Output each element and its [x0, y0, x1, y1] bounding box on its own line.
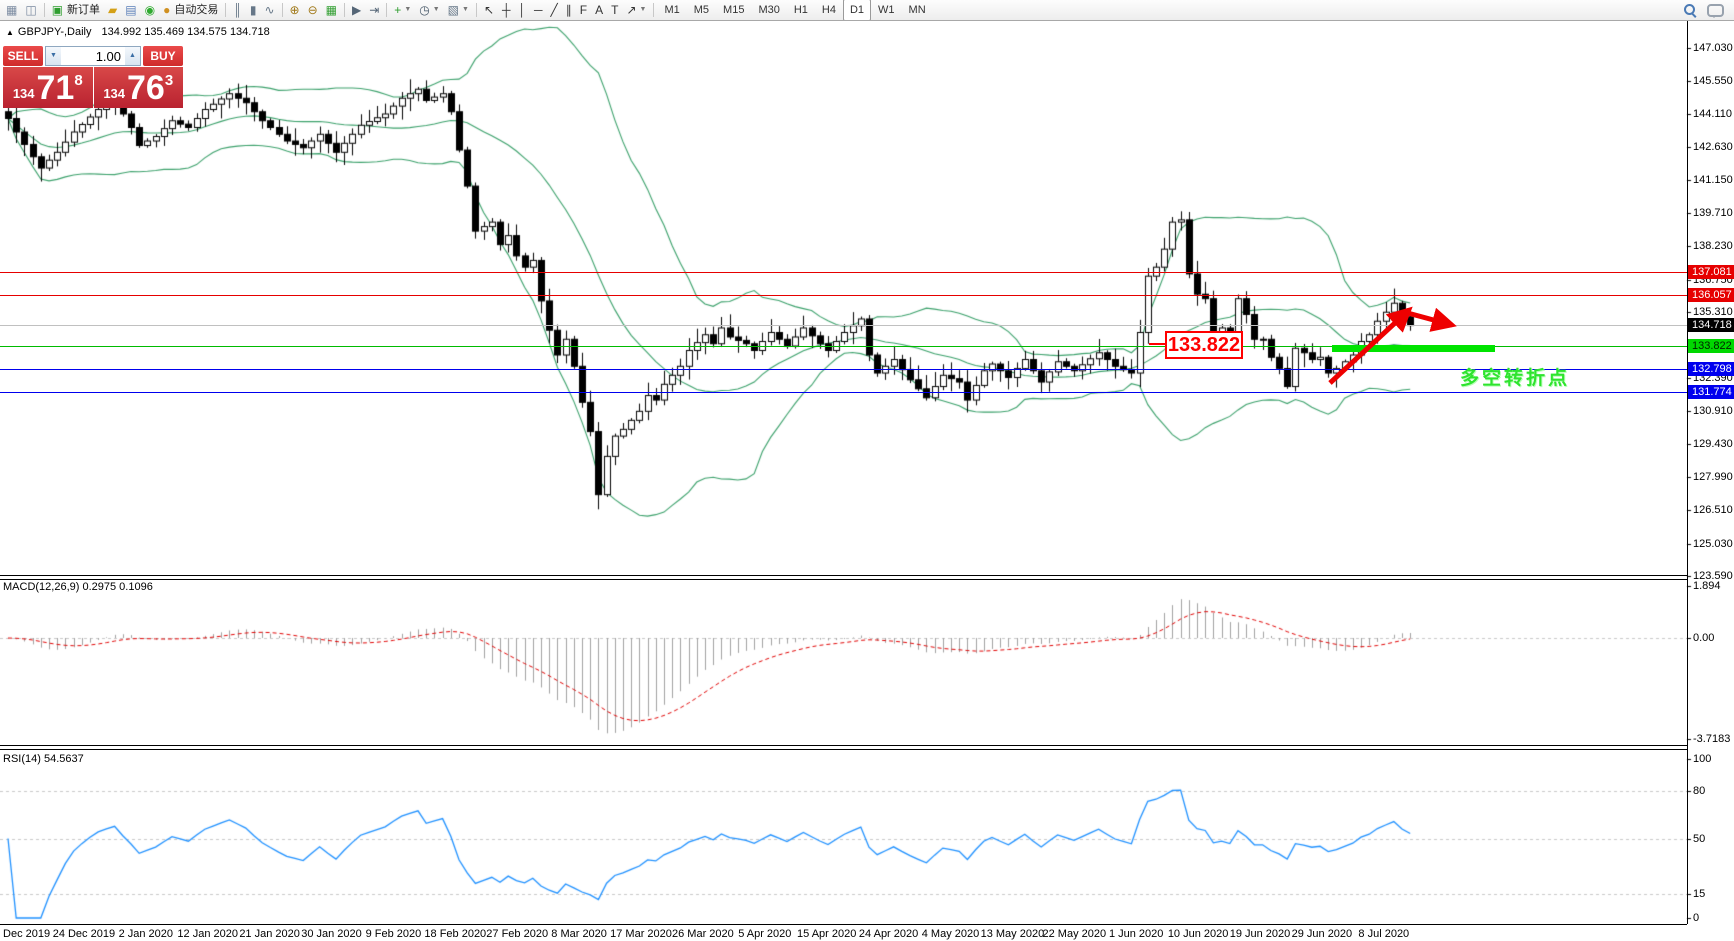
resistance-line[interactable] — [0, 295, 1687, 296]
buy-button[interactable]: BUY — [143, 46, 183, 66]
rsi-axis-label: 15 — [1693, 888, 1706, 901]
date-label: 29 Jun 2020 — [1291, 928, 1353, 940]
price-tick-label: 138.230 — [1693, 240, 1733, 253]
date-label: 2 Jan 2020 — [118, 928, 174, 940]
turning-point-note[interactable]: 多空转折点 — [1460, 368, 1571, 389]
buy-price-main: 76 — [127, 68, 165, 107]
price-level-tag: 131.774 — [1688, 385, 1734, 399]
macd-indicator-label: MACD(12,26,9) 0.2975 0.1096 — [3, 581, 153, 593]
sell-price-prefix: 134 — [12, 86, 35, 101]
date-label: 21 Jan 2020 — [239, 928, 300, 940]
price-level-tag: 132.798 — [1688, 362, 1734, 376]
resistance-line[interactable] — [0, 272, 1687, 273]
pane-separator[interactable] — [0, 575, 1687, 576]
price-level-tag: 134.718 — [1688, 318, 1734, 332]
rsi-axis-label: 50 — [1693, 832, 1706, 845]
support-line[interactable] — [0, 369, 1687, 370]
price-callout-textbox[interactable]: 133.822 — [1165, 331, 1243, 359]
date-label: 15 Apr 2020 — [797, 928, 857, 940]
date-label: 17 Mar 2020 — [610, 928, 672, 940]
current-price-line — [0, 325, 1687, 326]
ohlc-values: 134.992 135.469 134.575 134.718 — [101, 26, 270, 38]
date-label: 5 Dec 2019 — [0, 928, 51, 940]
price-level-tag: 133.822 — [1688, 339, 1734, 353]
date-label: 18 Feb 2020 — [424, 928, 487, 940]
volume-increase-button[interactable]: ▲ — [125, 47, 140, 65]
volume-input[interactable] — [61, 47, 125, 65]
support-line[interactable] — [0, 392, 1687, 393]
buy-price-panel[interactable]: 134 76 3 — [93, 67, 183, 108]
price-tick-label: 125.030 — [1693, 537, 1733, 550]
price-tick-label: 130.910 — [1693, 405, 1733, 418]
price-tick-label: 147.030 — [1693, 42, 1733, 54]
date-label: 8 Jul 2020 — [1358, 928, 1410, 940]
rsi-axis-label: 0 — [1693, 912, 1700, 924]
sell-price-panel[interactable]: 134 71 8 — [3, 67, 93, 108]
rsi-axis-label: 80 — [1693, 784, 1706, 797]
price-tick-label: 126.510 — [1693, 504, 1733, 517]
rsi-axis-label: 100 — [1693, 753, 1712, 765]
date-label: 26 Mar 2020 — [672, 928, 734, 940]
support-line[interactable] — [0, 346, 1687, 347]
price-tick-label: 141.150 — [1693, 174, 1733, 187]
date-label: 19 Jun 2020 — [1229, 928, 1291, 940]
price-callout-tick — [1149, 343, 1165, 345]
price-level-tag: 137.081 — [1688, 265, 1734, 279]
price-tick-label: 145.550 — [1693, 75, 1733, 88]
buy-price-prefix: 134 — [103, 86, 126, 101]
date-label: 10 Jun 2020 — [1167, 928, 1229, 940]
pane-separator[interactable] — [0, 745, 1687, 746]
date-label: 9 Feb 2020 — [365, 928, 422, 940]
price-tick-label: 144.110 — [1693, 107, 1732, 120]
date-label: 13 May 2020 — [980, 928, 1045, 940]
support-zone-bar[interactable] — [1332, 345, 1495, 352]
price-level-tag: 136.057 — [1688, 288, 1734, 302]
pane-separator[interactable] — [0, 579, 1687, 580]
chart-title: ▲ GBPJPY-,Daily 134.992 135.469 134.575 13… — [6, 26, 270, 38]
pane-separator[interactable] — [0, 924, 1687, 925]
date-label: 4 May 2020 — [921, 928, 980, 940]
date-label: 1 Jun 2020 — [1108, 928, 1164, 940]
pane-separator[interactable] — [0, 749, 1687, 750]
date-label: 27 Feb 2020 — [486, 928, 549, 940]
sell-price-main: 71 — [36, 68, 75, 107]
date-label: 5 Apr 2020 — [738, 928, 792, 940]
volume-decrease-button[interactable]: ▼ — [46, 47, 61, 65]
price-axis-border — [1687, 21, 1688, 924]
one-click-trading-panel: SELL ▼ ▲ BUY 134 71 8 134 76 3 — [3, 46, 183, 108]
date-label: 22 May 2020 — [1042, 928, 1107, 940]
price-tick-label: 123.590 — [1693, 569, 1733, 582]
date-label: 24 Apr 2020 — [858, 928, 919, 940]
collapse-arrow-icon[interactable]: ▲ — [6, 28, 14, 37]
price-tick-label: 142.630 — [1693, 141, 1733, 154]
macd-axis-label: -3.7183 — [1693, 733, 1731, 746]
rsi-indicator-label: RSI(14) 54.5637 — [3, 753, 84, 765]
date-label: 24 Dec 2019 — [52, 928, 116, 940]
date-label: 12 Jan 2020 — [177, 928, 238, 940]
price-tick-label: 139.710 — [1693, 206, 1733, 219]
date-label: 8 Mar 2020 — [551, 928, 607, 940]
price-tick-label: 127.990 — [1693, 470, 1733, 483]
price-tick-label: 135.310 — [1693, 305, 1733, 318]
sell-button[interactable]: SELL — [3, 46, 43, 66]
macd-axis-label: 0.00 — [1693, 632, 1715, 644]
macd-axis-label: 1.894 — [1693, 580, 1721, 593]
buy-price-pip: 3 — [164, 72, 174, 89]
sell-price-pip: 8 — [74, 72, 83, 89]
date-label: 30 Jan 2020 — [301, 928, 362, 940]
price-tick-label: 129.430 — [1693, 438, 1733, 451]
volume-spinner: ▼ ▲ — [45, 46, 141, 66]
symbol-name: GBPJPY-,Daily — [17, 26, 92, 38]
